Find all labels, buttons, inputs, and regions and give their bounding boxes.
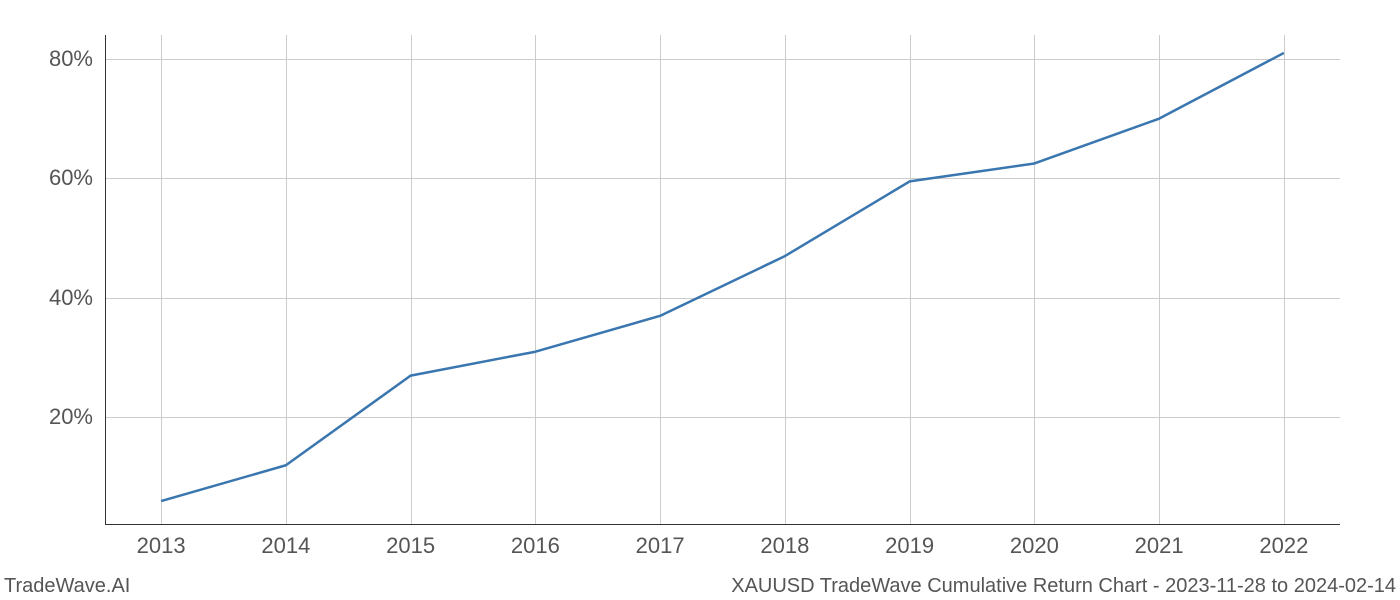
x-tick-label: 2019 [885,533,934,559]
y-tick-label: 60% [49,165,93,191]
x-axis-spine [105,524,1340,525]
x-tick-label: 2013 [137,533,186,559]
y-tick-label: 80% [49,46,93,72]
footer-left-label: TradeWave.AI [4,575,130,598]
x-tick-label: 2021 [1135,533,1184,559]
x-tick-label: 2017 [636,533,685,559]
plot-area [105,35,1340,525]
chart-container: 2013 2014 2015 2016 2017 2018 2019 2020 2021 2022… [0,0,1400,600]
x-tick-label: 2015 [386,533,435,559]
x-tick-label: 2022 [1259,533,1308,559]
y-axis-spine [105,35,106,525]
x-tick-label: 2018 [760,533,809,559]
y-tick-label: 40% [49,285,93,311]
line-series [105,35,1340,525]
x-tick-label: 2014 [261,533,310,559]
footer-right-label: XAUUSD TradeWave Cumulative Return Chart… [731,575,1396,598]
y-tick-label: 20% [49,404,93,430]
x-tick-label: 2020 [1010,533,1059,559]
x-tick-label: 2016 [511,533,560,559]
return-line [161,53,1284,501]
